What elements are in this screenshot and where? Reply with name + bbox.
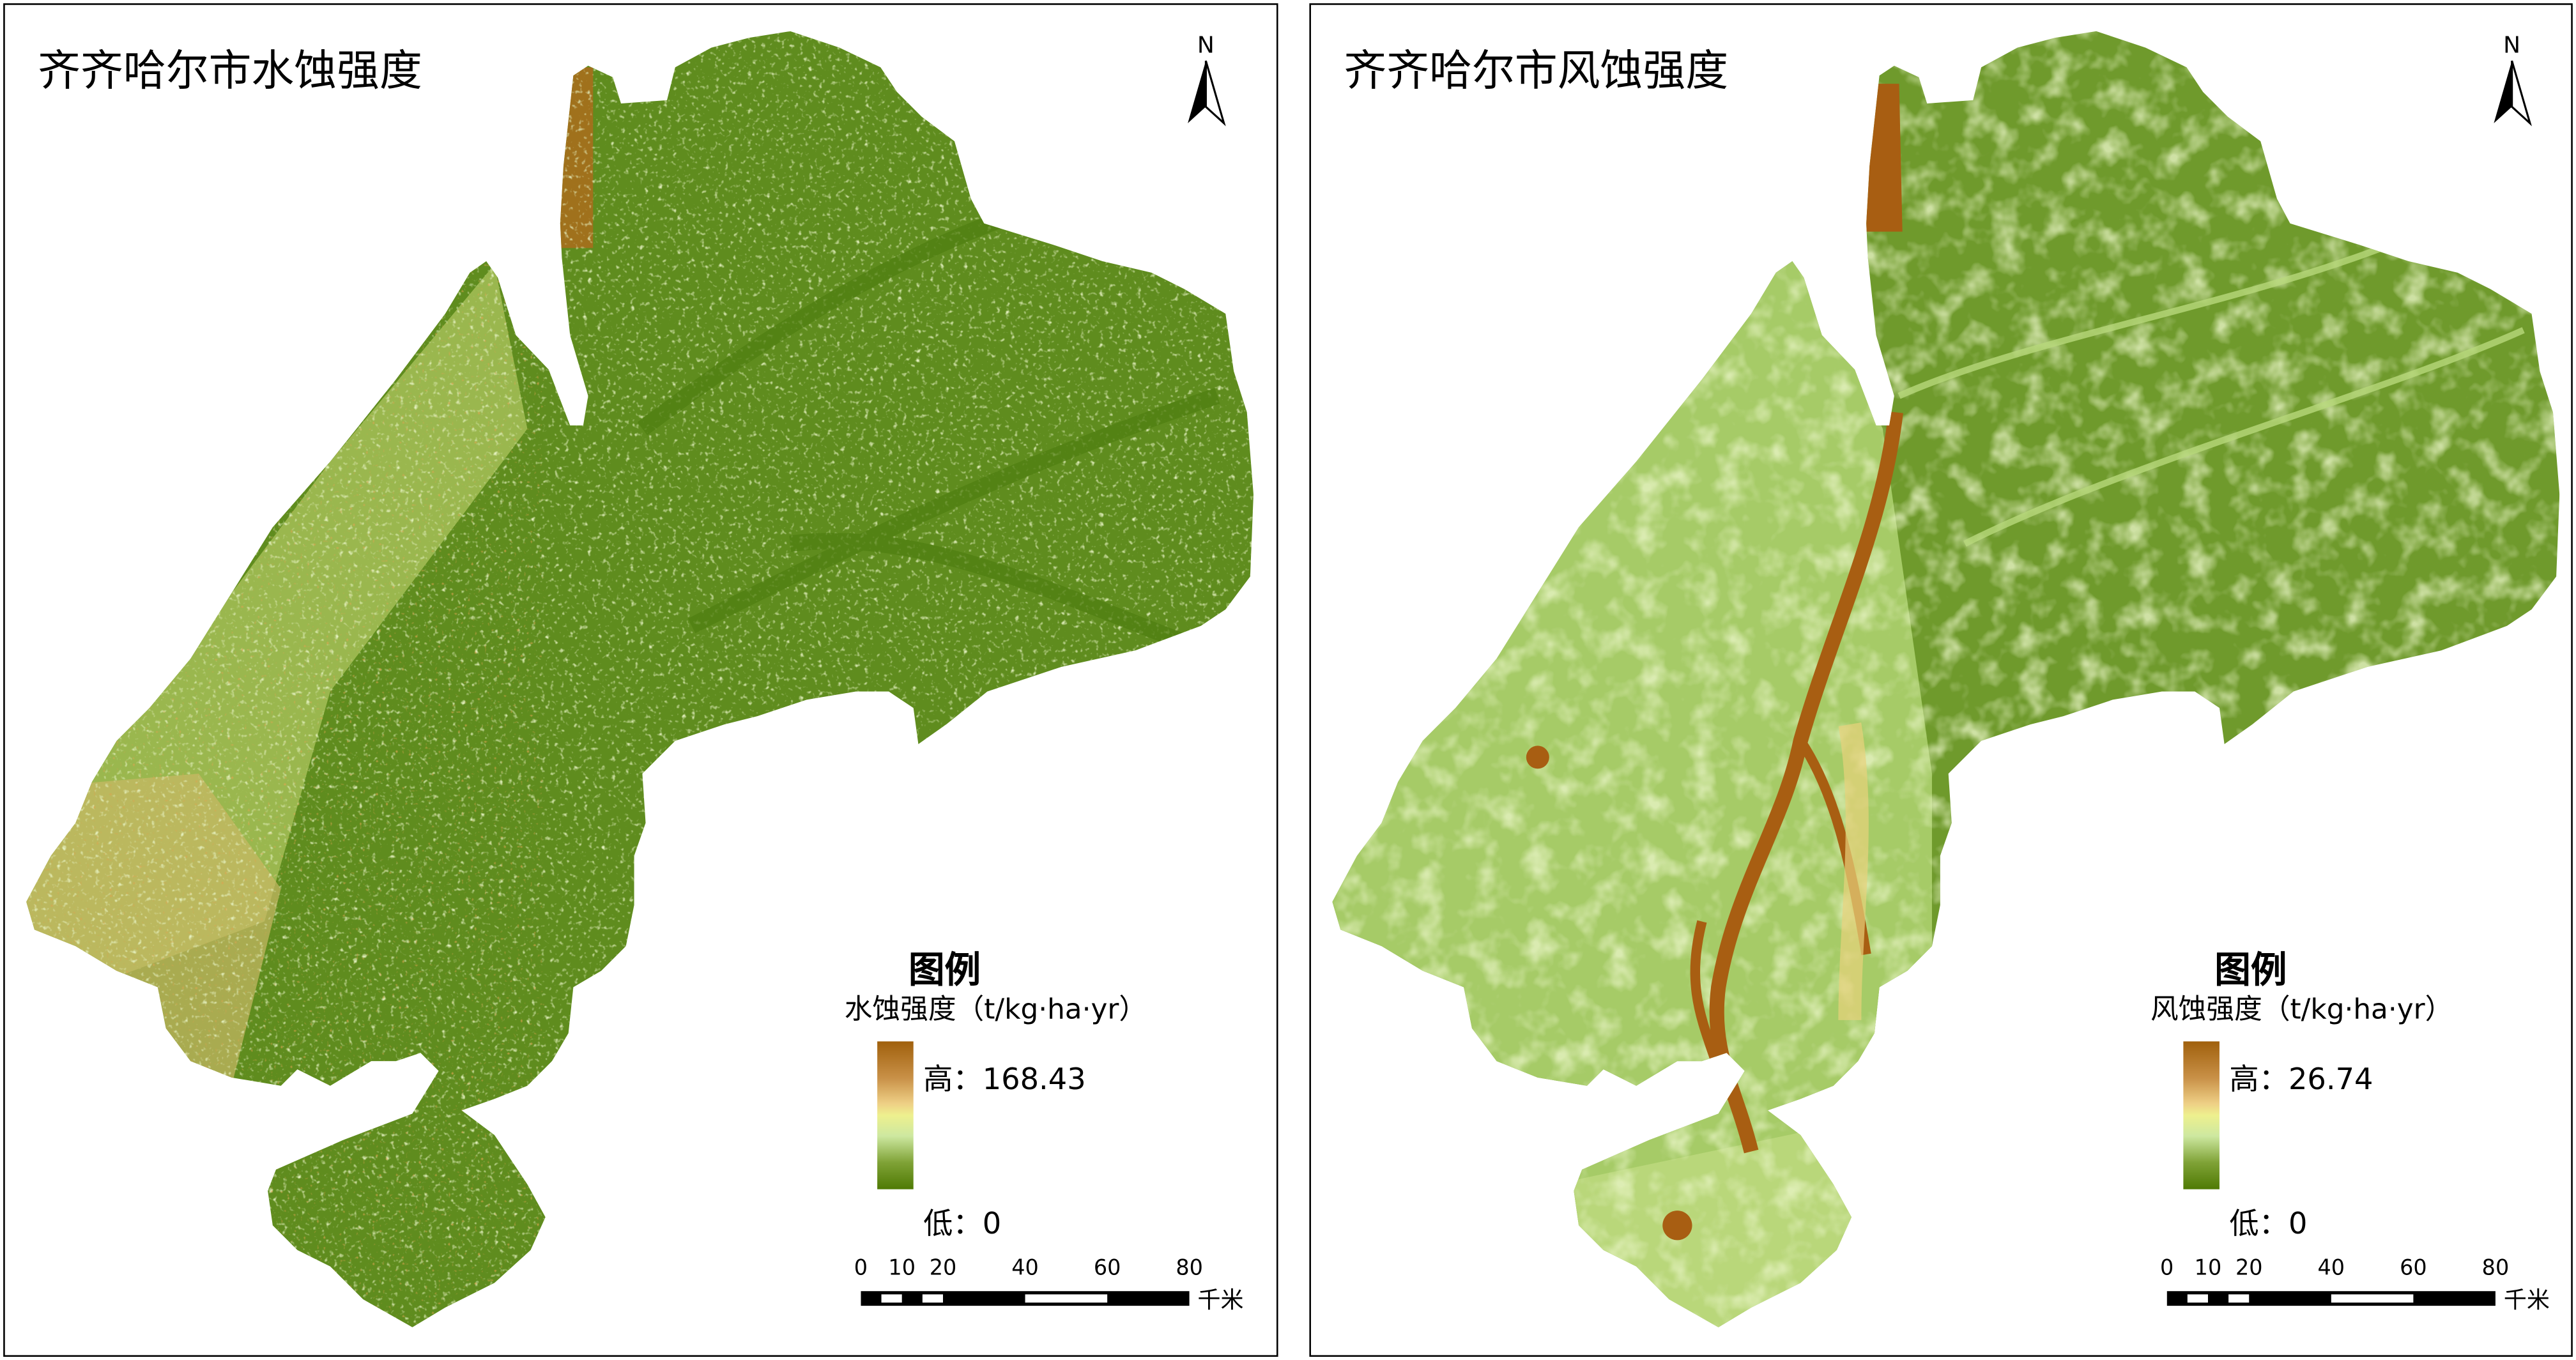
legend-color-ramp — [2183, 1041, 2220, 1189]
legend-low-label: 低：0 — [2229, 1207, 2308, 1242]
scale-tick: 80 — [1176, 1257, 1203, 1281]
scale-tick: 10 — [2194, 1257, 2222, 1281]
legend-color-ramp — [877, 1041, 914, 1189]
map-title: 齐齐哈尔市水蚀强度 — [38, 47, 422, 97]
water-erosion-map-panel: 齐齐哈尔市水蚀强度 N 图例 水蚀强度（t/kg·ha·yr） 高：168.43… — [3, 3, 1278, 1357]
wind-erosion-map-panel: 齐齐哈尔市风蚀强度 N 图例 风蚀强度（t/kg·ha·yr） 高：26.74 … — [1309, 3, 2573, 1357]
scale-bar — [2166, 1291, 2496, 1306]
legend-subtitle: 水蚀强度（t/kg·ha·yr） — [844, 993, 1147, 1027]
water-erosion-raster — [26, 31, 1254, 1327]
map-title: 齐齐哈尔市风蚀强度 — [1344, 47, 1729, 97]
legend-high-label: 高：26.74 — [2229, 1062, 2373, 1097]
scale-unit: 千米 — [1197, 1287, 1244, 1315]
scale-tick: 10 — [888, 1257, 916, 1281]
scale-tick: 60 — [2400, 1257, 2427, 1281]
north-label: N — [2503, 33, 2521, 59]
north-arrow-icon — [1188, 60, 1226, 126]
legend-low-label: 低：0 — [923, 1207, 1002, 1242]
north-label: N — [1197, 33, 1215, 59]
scale-tick: 80 — [2481, 1257, 2510, 1281]
wind-erosion-raster — [1332, 31, 2560, 1327]
north-arrow: N — [2487, 34, 2536, 146]
legend-high-label: 高：168.43 — [923, 1062, 1086, 1097]
scale-bar — [861, 1291, 1190, 1306]
scale-tick: 40 — [1011, 1257, 1039, 1281]
scale-tick: 40 — [2317, 1257, 2345, 1281]
scale-tick: 0 — [854, 1257, 868, 1281]
north-arrow: N — [1181, 34, 1230, 146]
legend-subtitle: 风蚀强度（t/kg·ha·yr） — [2150, 993, 2453, 1027]
scale-tick: 60 — [1093, 1257, 1121, 1281]
scale-tick: 20 — [929, 1257, 957, 1281]
legend-heading: 图例 — [2214, 951, 2287, 993]
scale-tick: 0 — [2160, 1257, 2174, 1281]
scale-tick: 20 — [2235, 1257, 2263, 1281]
scale-unit: 千米 — [2503, 1287, 2550, 1315]
legend-heading: 图例 — [908, 951, 981, 993]
north-arrow-icon — [2494, 60, 2532, 126]
